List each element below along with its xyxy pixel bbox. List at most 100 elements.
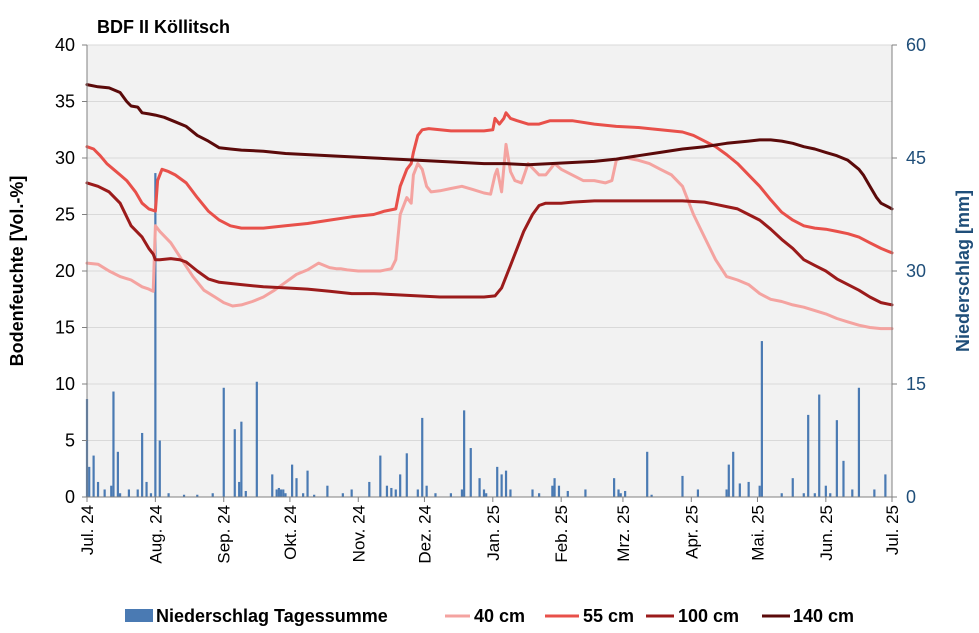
precip-bar	[613, 478, 616, 497]
x-tick-label: Feb. 25	[552, 505, 571, 563]
y2-tick-label: 45	[906, 148, 926, 168]
precip-bar	[88, 466, 91, 497]
precip-bar	[222, 387, 225, 497]
precip-bar	[368, 481, 371, 497]
x-tick-label: Mrz. 25	[614, 505, 633, 562]
x-tick-label: Jul. 25	[883, 505, 902, 555]
precip-bar	[818, 394, 821, 497]
precip-bar	[460, 489, 464, 497]
precip-bar	[118, 493, 122, 497]
precip-bar	[780, 493, 783, 497]
precip-bar	[553, 478, 556, 497]
precip-bar	[732, 451, 735, 497]
legend-label-55cm: 55 cm	[583, 606, 634, 626]
precip-bar	[167, 493, 170, 497]
precip-bar	[275, 489, 278, 497]
series-line-140cm	[85, 83, 894, 211]
y-tick-label: 30	[55, 148, 75, 168]
legend-item-40cm: 40 cm	[445, 606, 525, 626]
precip-bar	[145, 481, 148, 497]
legend-label-100cm: 100 cm	[678, 606, 739, 626]
precip-bar	[696, 489, 700, 497]
precip-bar	[873, 489, 876, 497]
precip-bar	[399, 474, 402, 497]
precip-bar	[154, 173, 157, 498]
precip-bar	[624, 490, 627, 497]
precip-bar	[760, 341, 763, 497]
precip-bar	[449, 493, 453, 497]
y2-tick-label: 60	[906, 35, 926, 55]
legend-label-precipitation: Niederschlag Tagessumme	[156, 606, 388, 626]
y-tick-label: 10	[55, 374, 75, 394]
legend-item-55cm: 55 cm	[545, 606, 634, 626]
precip-bar	[255, 381, 258, 497]
series-line-55cm	[85, 111, 894, 255]
precip-bar	[291, 464, 294, 497]
legend-item-precipitation: Niederschlag Tagessumme	[125, 606, 388, 626]
precip-bar	[538, 493, 541, 497]
soil-moisture-lines	[85, 83, 894, 331]
precip-bar	[566, 490, 569, 497]
precip-bar	[421, 417, 424, 497]
precip-bar	[485, 493, 488, 497]
y-tick-label: 20	[55, 261, 75, 281]
precip-bar	[802, 493, 805, 497]
precip-bar	[127, 489, 131, 497]
y2-tick-label: 30	[906, 261, 926, 281]
precip-bar	[500, 474, 503, 497]
precip-bar	[284, 493, 287, 497]
precip-bar	[758, 485, 761, 497]
precip-bar	[738, 483, 741, 497]
x-tick-label: Jan. 25	[484, 505, 503, 561]
legend-label-40cm: 40 cm	[474, 606, 525, 626]
y-tick-label: 25	[55, 205, 75, 225]
precip-bar	[196, 494, 199, 497]
precip-bar	[103, 489, 106, 497]
legend-item-100cm: 100 cm	[646, 606, 739, 626]
precip-bar	[504, 470, 508, 497]
precip-bar	[379, 455, 382, 497]
precip-bar	[681, 475, 684, 497]
precip-bar	[149, 493, 153, 497]
precip-bar	[385, 485, 389, 497]
series-line-100cm	[85, 181, 894, 307]
precip-bar	[136, 489, 139, 497]
y-tick-label: 35	[55, 92, 75, 112]
precip-bar	[551, 485, 554, 497]
grid-lines	[87, 44, 892, 441]
precip-bar	[326, 485, 329, 497]
precip-bar	[857, 387, 861, 497]
precip-bar	[416, 489, 419, 497]
precip-bar	[434, 493, 437, 497]
precip-bar	[211, 493, 214, 497]
precip-bar	[584, 489, 587, 497]
precip-bar	[482, 489, 486, 497]
chart-title: BDF II Köllitsch	[97, 17, 230, 37]
precip-bar	[496, 466, 499, 497]
precip-bar	[463, 410, 466, 497]
precip-bar	[240, 421, 243, 497]
legend-label-140cm: 140 cm	[793, 606, 854, 626]
y-tick-label: 15	[55, 318, 75, 338]
x-tick-label: Apr. 25	[682, 505, 701, 559]
precip-bar	[807, 414, 810, 497]
precip-bar	[350, 489, 353, 497]
x-tick-label: Dez. 24	[415, 505, 434, 564]
precip-bar	[92, 455, 95, 497]
y-axis-title: Bodenfeuchte [Vol.-%]	[7, 176, 27, 367]
precip-bar	[509, 489, 512, 497]
x-tick-label: Mai. 25	[749, 505, 768, 561]
x-tick-label: Jun. 25	[817, 505, 836, 561]
precip-bar	[835, 420, 838, 497]
x-tick-label: Okt. 24	[281, 505, 300, 560]
precip-bar	[282, 489, 285, 497]
precip-bar	[531, 489, 534, 497]
precip-bar	[110, 485, 113, 497]
series-line-40cm	[85, 142, 894, 331]
precip-bar	[271, 474, 274, 497]
precip-bar	[617, 489, 620, 497]
x-tick-label: Nov. 24	[349, 505, 368, 562]
precip-bar	[158, 440, 161, 497]
precip-bar	[619, 493, 622, 497]
